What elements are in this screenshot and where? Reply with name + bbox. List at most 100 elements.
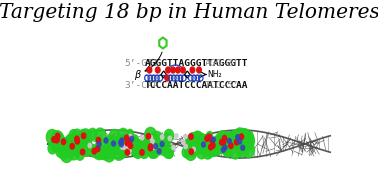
Circle shape [228,149,233,156]
Circle shape [55,142,62,151]
Circle shape [223,132,235,148]
Circle shape [150,134,161,148]
Circle shape [112,141,115,146]
Circle shape [149,149,156,158]
Circle shape [96,146,100,152]
Circle shape [117,143,124,152]
Circle shape [128,148,131,153]
Circle shape [223,145,233,157]
Circle shape [75,136,79,142]
Circle shape [127,144,132,151]
Circle shape [62,150,69,159]
Circle shape [70,144,78,155]
Circle shape [110,129,119,143]
Circle shape [220,140,224,145]
Circle shape [230,145,241,159]
Circle shape [139,148,146,156]
Circle shape [124,135,129,141]
Circle shape [231,131,241,145]
Circle shape [198,134,209,148]
Circle shape [151,139,154,144]
Circle shape [184,139,193,151]
Circle shape [118,135,130,151]
Circle shape [165,75,169,81]
Circle shape [215,147,221,155]
Circle shape [115,138,125,151]
Circle shape [193,132,201,143]
Circle shape [97,146,107,159]
Circle shape [214,134,225,147]
Circle shape [156,143,162,151]
Circle shape [74,143,82,153]
Circle shape [65,134,76,150]
Circle shape [113,143,123,155]
Circle shape [60,147,73,163]
Circle shape [157,149,161,154]
Circle shape [208,135,212,141]
Circle shape [64,143,73,154]
Circle shape [213,138,225,154]
Circle shape [197,133,205,144]
Circle shape [67,143,80,160]
Circle shape [236,135,240,140]
Circle shape [126,141,133,149]
Circle shape [104,136,114,149]
Circle shape [125,149,129,155]
Circle shape [194,136,202,147]
Circle shape [175,134,178,138]
Circle shape [185,145,197,160]
Circle shape [126,144,130,148]
Circle shape [88,143,91,148]
Circle shape [184,141,193,153]
Circle shape [88,128,97,140]
Circle shape [227,136,234,146]
Circle shape [195,134,204,146]
Circle shape [160,135,164,139]
Circle shape [125,140,129,146]
Circle shape [68,143,76,155]
Circle shape [84,133,90,141]
Circle shape [85,142,93,152]
Circle shape [119,138,125,145]
Circle shape [79,130,87,140]
Circle shape [241,145,245,150]
Circle shape [230,130,242,146]
Text: 3’-CAA: 3’-CAA [124,80,159,90]
Circle shape [239,134,243,140]
Circle shape [184,144,187,149]
Circle shape [223,139,233,153]
Circle shape [235,142,241,149]
Circle shape [112,139,123,154]
Circle shape [51,140,59,151]
Circle shape [201,138,213,153]
Circle shape [64,138,75,152]
Text: NH₂: NH₂ [208,70,222,79]
Circle shape [152,145,156,149]
Circle shape [127,134,136,146]
Circle shape [119,140,122,145]
Circle shape [76,135,88,151]
Circle shape [70,143,74,149]
Circle shape [52,137,56,142]
Circle shape [81,145,90,156]
Circle shape [55,137,59,142]
Circle shape [117,147,124,156]
Circle shape [189,134,193,139]
Circle shape [191,134,200,145]
Circle shape [141,136,144,140]
Circle shape [155,146,161,153]
Circle shape [229,130,239,143]
Circle shape [201,143,214,159]
Circle shape [228,139,231,143]
Circle shape [56,142,68,158]
Circle shape [189,149,194,155]
Circle shape [150,131,163,148]
Circle shape [166,67,170,73]
Circle shape [166,136,171,143]
Circle shape [207,132,212,139]
Circle shape [121,145,124,149]
Circle shape [127,138,132,144]
Circle shape [93,145,105,160]
Circle shape [197,67,201,73]
Circle shape [193,135,202,148]
